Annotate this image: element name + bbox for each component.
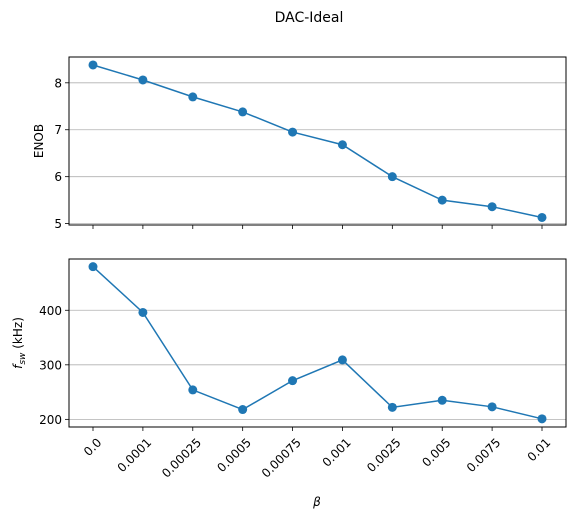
- enob-series: [88, 60, 547, 222]
- x-tick-label: 0.0025: [364, 435, 404, 475]
- x-tick-label: 0.0001: [115, 435, 155, 475]
- fsw-gridlines: [69, 309, 566, 420]
- x-tick-label: 0.005: [419, 435, 453, 469]
- enob-axes-frame: [68, 56, 567, 226]
- enob-y-tick-label: 8: [54, 76, 62, 90]
- fsw-data-point: [138, 307, 148, 317]
- enob-y-tick-label: 5: [54, 217, 62, 231]
- enob-data-point: [288, 127, 298, 137]
- x-tick-label: 0.0: [81, 435, 104, 458]
- x-tick-label: 0.01: [525, 435, 554, 464]
- fsw-data-point: [387, 402, 397, 412]
- enob-data-point: [437, 195, 447, 205]
- fsw-y-axis-label-main: f: [11, 363, 25, 369]
- fsw-axes-frame: [68, 258, 567, 428]
- enob-y-ticks: 5 6 7 8: [54, 76, 69, 231]
- fsw-y-axis-label: fsw (kHz): [11, 317, 28, 369]
- enob-y-axis-label: ENOB: [32, 124, 46, 158]
- fsw-data-point: [537, 414, 547, 424]
- x-tick-label: 0.001: [320, 435, 354, 469]
- fsw-data-point: [487, 402, 497, 412]
- fsw-y-ticks: 200 300 400: [39, 304, 69, 427]
- fsw-data-point: [188, 385, 198, 395]
- enob-x-ticks: [92, 225, 543, 229]
- enob-data-point: [337, 140, 347, 150]
- enob-y-tick-label: 6: [54, 170, 62, 184]
- fsw-x-ticks: 0.0 0.0001 0.00025 0.0005 0.00075 0.001 0.0025…: [81, 427, 553, 480]
- enob-data-point: [188, 92, 198, 102]
- enob-data-point: [487, 202, 497, 212]
- fsw-series: [88, 262, 547, 424]
- enob-data-point: [138, 75, 148, 85]
- x-tick-label: 0.00025: [159, 435, 204, 480]
- x-tick-label: 0.00075: [259, 435, 304, 480]
- fsw-data-point: [337, 355, 347, 365]
- enob-data-point: [537, 212, 547, 222]
- fsw-y-tick-label: 300: [39, 358, 62, 372]
- enob-data-point: [88, 60, 98, 70]
- x-tick-label: 0.0005: [214, 435, 254, 475]
- fsw-y-tick-label: 200: [39, 413, 62, 427]
- x-axis-label: β: [312, 495, 321, 509]
- fsw-data-point: [288, 376, 298, 386]
- x-tick-label: 0.0075: [464, 435, 504, 475]
- chart-title: DAC-Ideal: [275, 10, 344, 26]
- fsw-data-point: [238, 405, 248, 415]
- fsw-y-tick-label: 400: [39, 304, 62, 318]
- enob-panel: 5 6 7 8 ENOB: [32, 56, 567, 231]
- fsw-y-axis-label-sub: sw: [18, 352, 28, 365]
- enob-y-tick-label: 7: [54, 123, 62, 137]
- fsw-series-line: [92, 266, 543, 420]
- enob-data-point: [387, 172, 397, 182]
- fsw-y-axis-label-unit: (kHz): [11, 317, 25, 352]
- enob-series-line: [92, 64, 543, 219]
- fsw-data-point: [437, 395, 447, 405]
- fsw-data-point: [88, 262, 98, 272]
- enob-data-point: [238, 107, 248, 117]
